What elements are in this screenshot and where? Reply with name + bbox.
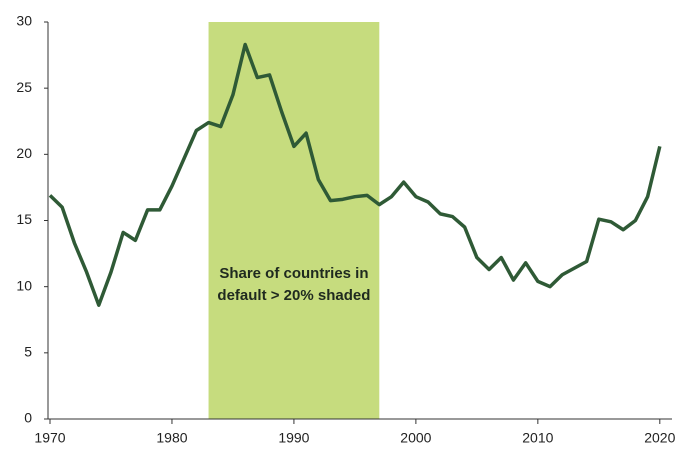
- x-tick-label: 1970: [34, 430, 65, 446]
- x-tick-label: 1990: [278, 430, 309, 446]
- x-tick-label: 1980: [156, 430, 187, 446]
- x-tick-label: 2000: [400, 430, 431, 446]
- x-tick-label: 2020: [644, 430, 675, 446]
- annotation: default > 20% shaded: [217, 287, 370, 304]
- y-tick-label: 15: [16, 211, 32, 227]
- y-tick-label: 20: [16, 145, 32, 161]
- data-line: [48, 42, 662, 307]
- annotation: Share of countries in: [219, 265, 368, 282]
- y-tick-label: 10: [16, 277, 32, 293]
- y-tick-label: 5: [24, 344, 32, 360]
- y-tick-label: 0: [24, 410, 32, 426]
- y-tick-label: 25: [16, 79, 32, 95]
- shaded-region: [208, 22, 380, 419]
- x-tick-label: 2010: [522, 430, 553, 446]
- y-tick-label: 30: [16, 13, 32, 29]
